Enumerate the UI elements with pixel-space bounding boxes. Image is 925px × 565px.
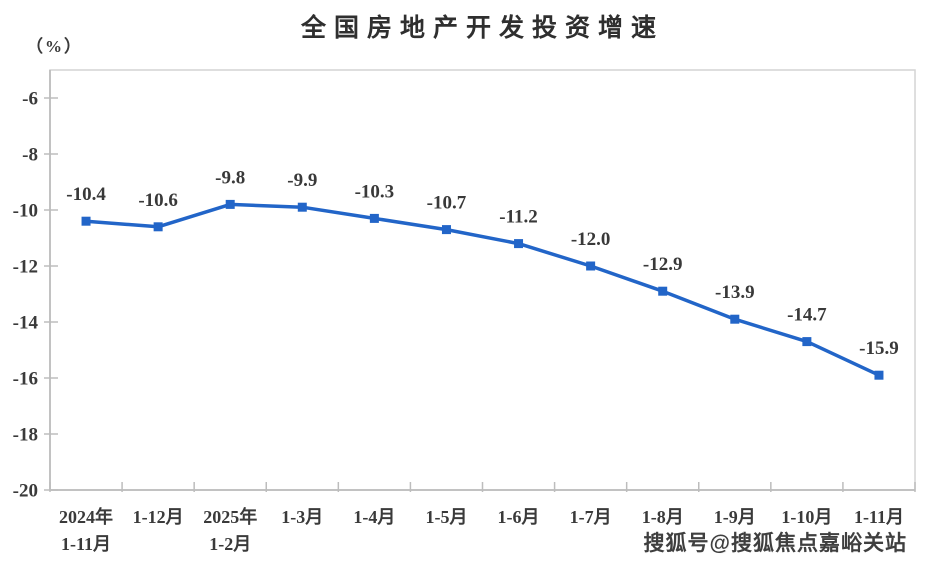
x-axis-tick-label: 1-8月 bbox=[642, 507, 684, 527]
x-axis-tick-label: 1-9月 bbox=[714, 507, 756, 527]
x-axis-tick-label-line: 1-11月 bbox=[854, 507, 904, 527]
data-point-label: -11.2 bbox=[499, 207, 538, 228]
x-axis-tick-label-line: 1-3月 bbox=[281, 507, 323, 527]
y-axis-tick-label: -6 bbox=[22, 89, 38, 110]
data-point-marker bbox=[441, 225, 451, 235]
x-axis-tick-label: 1-6月 bbox=[498, 507, 540, 527]
y-axis-tick-label: -16 bbox=[13, 369, 38, 390]
data-point-marker bbox=[730, 314, 740, 324]
data-point-label: -13.9 bbox=[715, 282, 755, 303]
data-point-label: -9.9 bbox=[287, 170, 317, 191]
x-axis-tick-label-line: 1-11月 bbox=[61, 534, 111, 554]
y-axis-unit-label: （%） bbox=[26, 37, 83, 56]
x-axis-tick-label: 1-10月 bbox=[781, 507, 832, 527]
x-axis-tick-label: 2024年 1-11月 bbox=[59, 506, 113, 554]
x-axis-tick-label-line: 1-2月 bbox=[209, 534, 251, 554]
x-axis-tick-label-line: 1-8月 bbox=[642, 507, 684, 527]
x-axis-tick-label-line: 1-4月 bbox=[353, 507, 395, 527]
x-axis-tick-label-line: 1-10月 bbox=[781, 507, 832, 527]
y-axis-tick-label: -8 bbox=[22, 145, 38, 166]
watermark-text: 搜狐号@搜狐焦点嘉峪关站 bbox=[643, 532, 907, 555]
data-point-marker bbox=[802, 337, 812, 347]
data-point-label: -14.7 bbox=[787, 305, 827, 326]
data-point-label: -9.8 bbox=[215, 167, 245, 188]
y-axis-tick-label: -14 bbox=[13, 313, 39, 334]
y-axis-tick-label: -12 bbox=[13, 257, 38, 278]
data-point-label: -12.9 bbox=[643, 254, 683, 275]
x-axis-tick-label-line: 1-7月 bbox=[570, 507, 612, 527]
x-axis-tick-label: 2025年 1-2月 bbox=[203, 506, 257, 554]
x-axis-tick-label-line: 2025年 bbox=[203, 506, 257, 527]
plot-area-border bbox=[49, 69, 916, 491]
data-point-label: -12.0 bbox=[571, 229, 611, 250]
y-axis-tick-label: -20 bbox=[13, 481, 38, 502]
data-point-label: -15.9 bbox=[859, 338, 899, 359]
x-axis-tick-label: 1-11月 bbox=[854, 507, 904, 527]
x-axis-tick-label: 1-3月 bbox=[281, 507, 323, 527]
data-point-marker bbox=[81, 216, 91, 226]
data-point-marker bbox=[586, 261, 596, 271]
series-line bbox=[84, 202, 881, 377]
x-axis-tick-label: 1-5月 bbox=[425, 507, 467, 527]
data-point-marker bbox=[514, 239, 524, 249]
data-point-marker bbox=[297, 202, 307, 212]
data-point-marker bbox=[369, 213, 379, 223]
x-axis-tick-label-line: 2024年 bbox=[59, 506, 113, 527]
chart-title: 全国房地产开发投资增速 bbox=[300, 14, 664, 42]
x-axis-tick-label-line: 1-12月 bbox=[133, 507, 184, 527]
x-axis-tick-label: 1-12月 bbox=[133, 507, 184, 527]
data-point-marker bbox=[658, 286, 668, 296]
data-point-marker bbox=[874, 370, 884, 380]
x-axis-tick-label: 1-4月 bbox=[353, 507, 395, 527]
data-point-label: -10.3 bbox=[355, 181, 395, 202]
data-point-marker bbox=[153, 222, 163, 232]
data-point-label: -10.6 bbox=[138, 190, 178, 211]
x-axis-tick-label-line: 1-9月 bbox=[714, 507, 756, 527]
x-axis-tick-label-line: 1-5月 bbox=[425, 507, 467, 527]
y-axis-tick-label: -10 bbox=[13, 201, 38, 222]
data-point-marker bbox=[225, 199, 235, 209]
x-axis-tick-label-line: 1-6月 bbox=[498, 507, 540, 527]
data-point-label: -10.7 bbox=[427, 193, 467, 214]
x-axis-tick-label: 1-7月 bbox=[570, 507, 612, 527]
y-axis-tick-label: -18 bbox=[13, 425, 38, 446]
data-point-label: -10.4 bbox=[66, 184, 106, 205]
